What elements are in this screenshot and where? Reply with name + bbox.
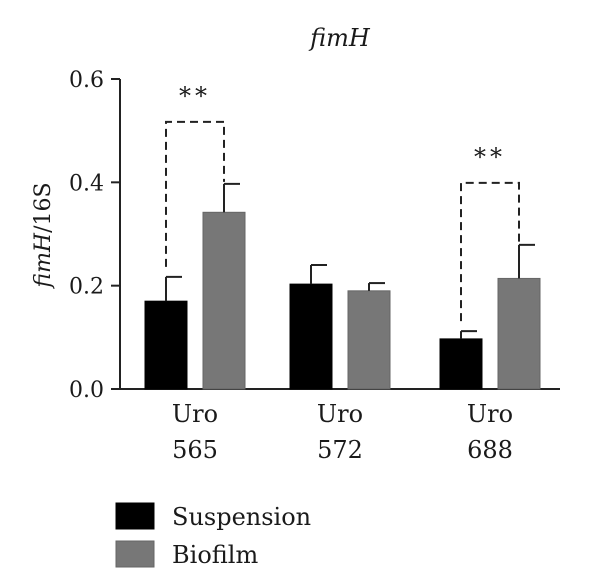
y-tick-label: 0.0 xyxy=(69,378,104,403)
legend-label-suspension: Suspension xyxy=(172,503,311,531)
y-axis-label-rest: /16S xyxy=(31,182,56,232)
legend-swatch-suspension xyxy=(115,502,155,530)
x-tick-label-line2: 688 xyxy=(467,436,513,464)
y-ticks: 0.0 0.2 0.4 0.6 xyxy=(69,68,120,403)
legend-swatch-biofilm xyxy=(115,540,155,568)
bar-biofilm-0 xyxy=(202,211,246,390)
chart-title: fimH xyxy=(308,24,371,52)
x-tick-labels: Uro 565 Uro 572 Uro 688 xyxy=(172,400,513,464)
bars xyxy=(144,211,541,390)
y-axis-label-italic: fimH xyxy=(31,232,56,290)
significance-label: ** xyxy=(179,82,211,110)
y-axis-label: fimH/16S xyxy=(31,182,56,289)
error-bars xyxy=(165,182,535,339)
significance-bracket xyxy=(460,181,520,322)
significance-brackets: ** ** xyxy=(165,82,520,322)
legend: Suspension Biofilm xyxy=(115,502,311,569)
bar-biofilm-1 xyxy=(347,290,391,390)
legend-label-biofilm: Biofilm xyxy=(172,541,258,569)
y-tick-label: 0.6 xyxy=(69,68,104,93)
bar-suspension-1 xyxy=(289,283,333,390)
x-tick-label-line1: Uro xyxy=(317,400,363,428)
bar-suspension-2 xyxy=(439,338,483,390)
significance-bracket xyxy=(165,120,225,267)
x-tick-label-line1: Uro xyxy=(172,400,218,428)
x-tick-label-line1: Uro xyxy=(467,400,513,428)
significance-label: ** xyxy=(474,143,506,171)
x-tick-label-line2: 565 xyxy=(172,436,218,464)
y-tick-label: 0.4 xyxy=(69,171,104,196)
bar-biofilm-2 xyxy=(497,277,541,390)
x-tick-label-line2: 572 xyxy=(317,436,363,464)
bar-suspension-0 xyxy=(144,300,188,390)
y-tick-label: 0.2 xyxy=(69,275,104,300)
